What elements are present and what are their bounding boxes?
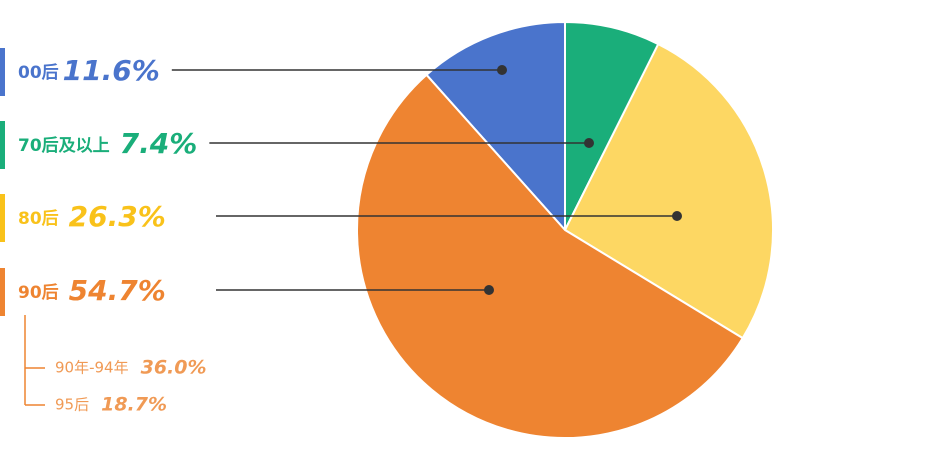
pie-slice	[425, 20, 566, 233]
legend-name: 00后	[18, 63, 59, 83]
legend-bar	[0, 121, 5, 169]
leader-dot	[484, 285, 494, 295]
legend-value: 11.6%	[63, 54, 160, 87]
legend-value: 26.3%	[69, 200, 166, 233]
sub-name: 95后	[55, 396, 89, 414]
sub-value: 36.0%	[141, 357, 207, 379]
pie-slice	[356, 73, 745, 439]
legend-name: 70后及以上	[18, 136, 110, 156]
leader-dot	[584, 138, 594, 148]
pie-slice	[564, 20, 660, 231]
legend-name: 80后	[18, 209, 59, 229]
sub-value: 18.7%	[101, 394, 167, 416]
leader-dot	[497, 65, 507, 75]
legend-name: 90后	[18, 283, 59, 303]
legend-value: 7.4%	[120, 127, 198, 160]
legend-bar	[0, 268, 5, 316]
sub-name: 90年-94年	[55, 359, 129, 377]
legend-bar	[0, 194, 5, 242]
pie-slice	[563, 42, 774, 340]
leader-dot	[672, 211, 682, 221]
legend-bar	[0, 48, 5, 96]
legend-value: 54.7%	[69, 274, 166, 307]
